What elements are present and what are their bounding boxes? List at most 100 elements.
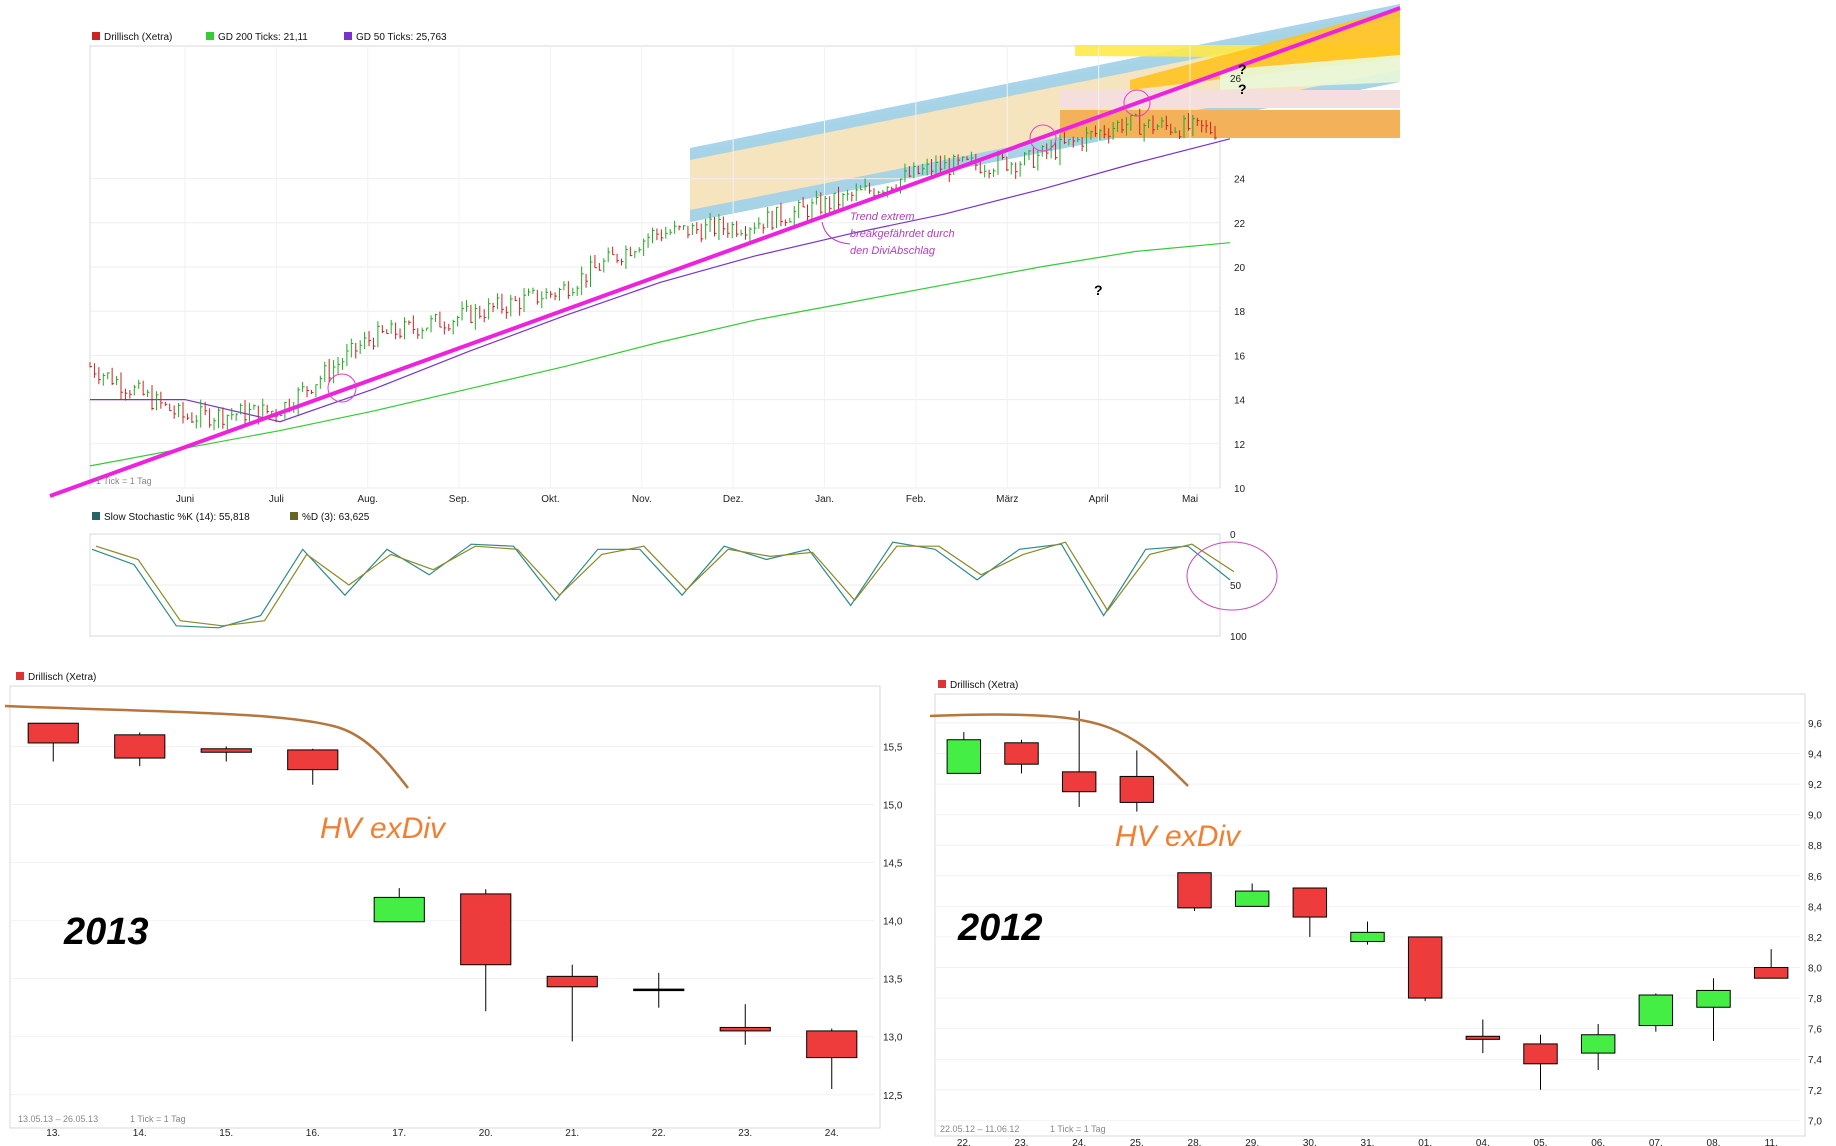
main-series-group	[89, 138, 1231, 467]
panel-2012-x-axis: 22. 23. 24. 25. 28. 29. 30. 31. 01. 04. 05. 06. 07. 0…	[957, 1138, 1778, 1146]
panel-2012-candles	[946, 710, 1789, 1090]
main-x-tick: Aug.	[357, 494, 378, 505]
stochastic-y-tick: 0	[1230, 530, 1236, 541]
main-tick-note: 1 Tick = 1 Tag	[96, 476, 152, 486]
channel-upper-band	[690, 4, 1400, 160]
panel-x-tick: 14.	[133, 1128, 147, 1139]
panel-y-tick: 9,2	[1808, 780, 1822, 791]
panel-y-tick: 12,5	[883, 1091, 903, 1102]
candle-body	[1061, 771, 1097, 793]
panel-2012-year: 2012	[957, 907, 1043, 949]
panel-y-tick: 15,0	[883, 801, 903, 812]
main-gridlines	[90, 46, 1220, 489]
main-x-axis: Juni Juli Aug. Sep. Okt. Nov. Dez. Jan. Feb. März…	[176, 494, 1198, 505]
main-x-tick: Mai	[1182, 494, 1198, 505]
panel-2013-y-axis: 12,5 13,0 13,5 14,0 14,5 15,0 15,5	[10, 742, 903, 1102]
panel-y-tick: 7,2	[1808, 1086, 1822, 1097]
candle-body	[1004, 742, 1039, 765]
stochastic-y-axis: 100 50 0	[1230, 530, 1247, 643]
candle-body	[200, 748, 252, 753]
legend-stoch-k: Slow Stochastic %K (14): 55,818	[104, 512, 250, 523]
question-mark-2: ?	[1238, 61, 1247, 77]
touch-circle-3	[1123, 89, 1151, 117]
annotation-pointer	[821, 221, 851, 245]
panel-2013-frame	[9, 685, 881, 1129]
panel-y-tick: 8,8	[1808, 841, 1822, 852]
annotation-line-3: den DiviAbschlag	[850, 245, 936, 257]
panel-2012-frame	[934, 693, 1806, 1137]
main-x-tick: Juli	[269, 494, 284, 505]
main-y-tick: 16	[1234, 351, 1246, 362]
stochastic-lines	[91, 541, 1235, 629]
candle-body	[1753, 967, 1789, 979]
candle-body	[1350, 931, 1385, 943]
panel-2013-tick: 1 Tick = 1 Tag	[130, 1114, 186, 1124]
candle-body	[1177, 872, 1212, 909]
legend-gd200: GD 200 Ticks: 21,11	[218, 32, 308, 43]
legend-swatch-gd50	[344, 32, 352, 40]
legend-swatch-drillisch	[92, 32, 100, 40]
panel-2013-candles	[27, 722, 858, 1089]
candle-body	[633, 988, 685, 992]
panel-y-tick: 14,0	[883, 917, 903, 928]
panel-y-tick: 9,6	[1808, 719, 1822, 730]
candle-body	[806, 1030, 858, 1059]
candle-body	[1119, 775, 1155, 803]
panel-2013-year: 2013	[63, 911, 149, 953]
main-x-tick: März	[996, 494, 1018, 505]
axis-label-26: 26	[1230, 74, 1242, 85]
candle-body	[27, 722, 79, 744]
panel-2013-curve	[4, 704, 409, 789]
main-y-tick: 22	[1234, 219, 1246, 230]
candle-body	[1465, 1035, 1501, 1040]
panel-x-tick: 24.	[825, 1128, 839, 1139]
panel-y-tick: 7,8	[1808, 994, 1822, 1005]
stochastic-panel: 100 50 0 Slow Stochastic %K (14): 55,818 %…	[89, 512, 1278, 643]
panel-x-tick: 11.	[1765, 1138, 1778, 1146]
panel-x-tick: 28.	[1188, 1138, 1202, 1146]
panel-2012-curve	[929, 713, 1189, 787]
panel-x-tick: 01.	[1418, 1138, 1432, 1146]
stochastic-y-tick: 50	[1230, 581, 1242, 592]
panel-y-tick: 14,5	[883, 859, 903, 870]
long-term-trend-line	[49, 6, 1401, 498]
main-x-tick: Sep.	[449, 494, 470, 505]
panel-2013-hv-label: HV exDiv	[320, 812, 447, 845]
main-y-tick: 14	[1234, 396, 1246, 407]
main-y-tick: 24	[1234, 175, 1246, 186]
breakout-wedge	[1130, 8, 1400, 90]
panel-x-tick: 31.	[1361, 1138, 1375, 1146]
legend-swatch-gd200	[206, 32, 214, 40]
stochastic-circle	[1186, 541, 1278, 611]
candle-body	[1638, 994, 1674, 1027]
main-x-tick: Juni	[176, 494, 194, 505]
panel-2012-legend: Drillisch (Xetra)	[950, 680, 1018, 691]
panel-x-tick: 23.	[738, 1128, 752, 1139]
panel-x-tick: 24.	[1072, 1138, 1086, 1146]
panel-x-tick: 20.	[479, 1128, 493, 1139]
price-bars	[89, 108, 1217, 432]
panel-y-tick: 13,5	[883, 975, 903, 986]
question-mark-3: ?	[1238, 81, 1247, 97]
panel-y-tick: 9,4	[1808, 750, 1822, 761]
panel-y-tick: 7,4	[1808, 1055, 1822, 1066]
panel-2012: 7,0 7,2 7,4 7,6 7,8 8,0 8,2 8,4 8,6 8,8 9,0 9,2 9,4 9…	[929, 680, 1822, 1146]
candle-body	[1696, 989, 1731, 1008]
panel-x-tick: 22.	[957, 1138, 971, 1146]
candle-body	[1407, 936, 1443, 999]
legend-stoch-d: %D (3): 63,625	[302, 512, 370, 523]
touch-circle-2	[1029, 124, 1057, 152]
stochastic-d-line	[95, 541, 1235, 627]
gd50-line	[90, 138, 1231, 423]
panel-x-tick: 17.	[392, 1128, 406, 1139]
pink-zone	[1060, 90, 1400, 108]
light-green-zone	[1220, 55, 1400, 90]
panel-y-tick: 8,2	[1808, 933, 1822, 944]
main-y-tick: 10	[1234, 484, 1246, 495]
panel-2012-tick: 1 Tick = 1 Tag	[1050, 1124, 1106, 1134]
main-y-tick: 18	[1234, 307, 1246, 318]
main-y-axis: 10 12 14 16 18 20 22 24	[1234, 175, 1246, 495]
candle-body	[114, 734, 166, 759]
panel-y-tick: 13,0	[883, 1033, 903, 1044]
